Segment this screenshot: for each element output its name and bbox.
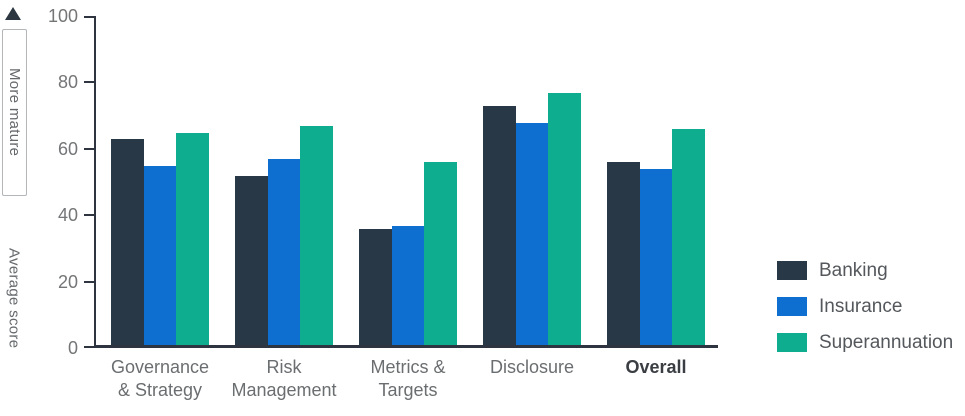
y-tick-label: 100	[47, 6, 78, 26]
plot-area	[84, 16, 718, 348]
more-mature-annotation-box: More mature	[2, 29, 27, 196]
y-tick-mark	[84, 280, 94, 283]
category-label: Metrics & Targets	[370, 357, 446, 400]
legend-label-superannuation: Superannuation	[819, 331, 954, 353]
legend-swatch-insurance	[777, 297, 807, 316]
y-tick-mark	[84, 346, 94, 348]
y-tick-label: 20	[57, 271, 78, 292]
y-tick-mark	[84, 16, 94, 18]
legend-swatch-banking	[777, 261, 807, 280]
y-axis-title-label: Average score	[5, 247, 23, 349]
category-label: Governance & Strategy	[110, 357, 210, 400]
y-tick-mark	[84, 214, 94, 217]
y-tick-label: 0	[67, 338, 78, 358]
more-mature-label: More mature	[6, 68, 23, 157]
bar-insurance-2	[267, 159, 301, 345]
y-tick-mark	[84, 147, 94, 150]
bar-banking-3	[359, 228, 392, 345]
bar-insurance-5	[639, 169, 673, 345]
legend-label-banking: Banking	[819, 259, 888, 281]
category-label: Risk Management	[231, 357, 337, 400]
category-label: Overall	[625, 357, 687, 377]
legend: Banking Insurance Superannuation	[777, 259, 954, 369]
bar-superannuation-1	[176, 132, 209, 345]
category-label: Disclosure	[489, 357, 575, 377]
bar-banking-1	[111, 139, 144, 345]
y-tick-label: 40	[57, 205, 78, 226]
legend-item-superannuation: Superannuation	[777, 331, 954, 353]
bar-banking-5	[607, 162, 640, 345]
bar-superannuation-3	[424, 162, 457, 345]
y-axis-title: Average score	[3, 228, 25, 368]
bar-insurance-3	[391, 225, 425, 345]
legend-item-banking: Banking	[777, 259, 953, 281]
bar-banking-4	[483, 106, 516, 345]
legend-label-insurance: Insurance	[819, 295, 903, 317]
more-mature-arrow-icon	[5, 7, 21, 20]
bar-banking-2	[235, 175, 268, 345]
bar-insurance-1	[143, 165, 177, 345]
bar-superannuation-5	[672, 129, 705, 345]
y-tick-label: 80	[57, 72, 78, 93]
legend-item-insurance: Insurance	[777, 295, 953, 317]
bar-insurance-4	[515, 122, 549, 345]
legend-swatch-superannuation	[777, 333, 807, 352]
y-tick-mark	[84, 81, 94, 84]
bar-superannuation-4	[548, 92, 581, 345]
bar-superannuation-2	[300, 125, 333, 345]
y-tick-label: 60	[57, 138, 78, 159]
